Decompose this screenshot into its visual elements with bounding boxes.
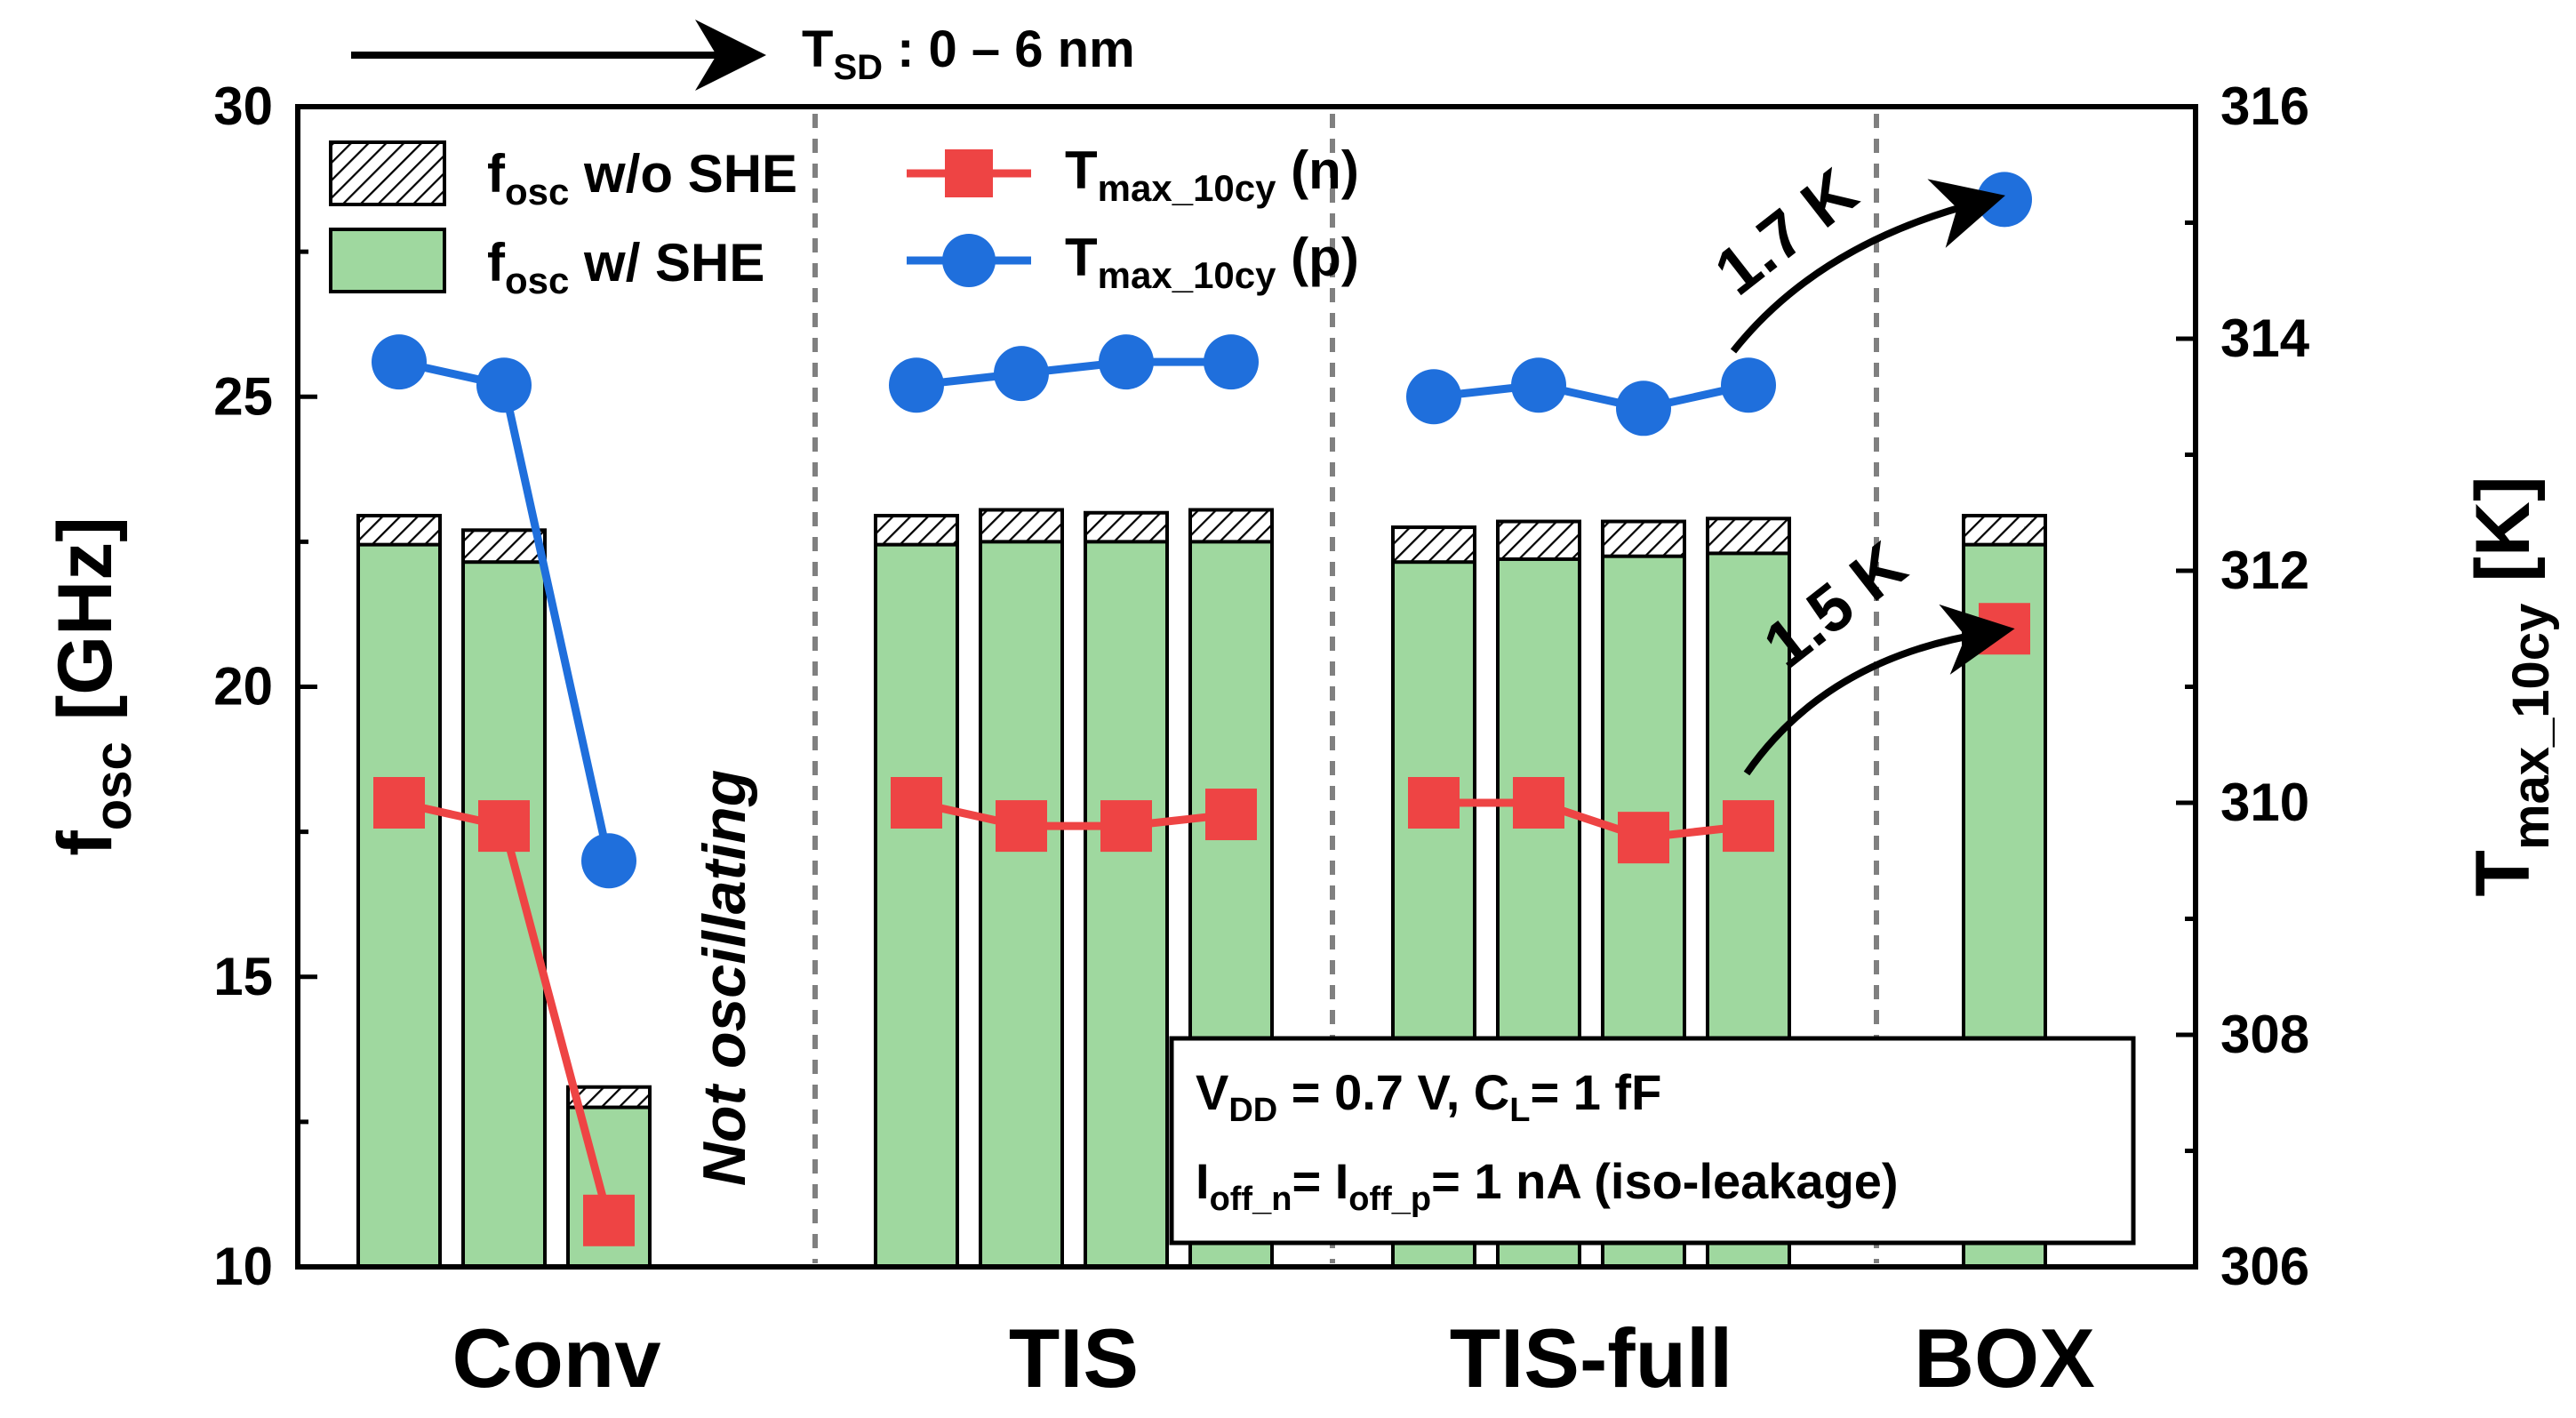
legend: fosc w/o SHE fosc w/ SHE Tmax_10cy (n) T… (329, 140, 1359, 301)
group-label: TIS-full (1450, 1311, 1733, 1405)
conditions-line-2: Ioff_n= Ioff_p= 1 nA (iso-leakage) (1196, 1153, 1899, 1218)
delta-p-label: 1.7 K (1701, 154, 1870, 308)
marker-n (1205, 789, 1257, 841)
left-tick-label: 20 (213, 657, 273, 717)
delta-n-arrow (1743, 604, 2015, 776)
series-line-n (916, 798, 1232, 830)
tsd-label: TSD : 0 – 6 nm (802, 20, 1135, 87)
marker-p (1977, 172, 2032, 228)
marker-p (994, 346, 1049, 402)
legend-label-red: Tmax_10cy (n) (1065, 140, 1359, 209)
marker-n (891, 777, 942, 829)
left-tick-label: 15 (213, 947, 273, 1006)
marker-n (478, 800, 530, 853)
line-layer (372, 172, 2032, 1246)
marker-n (1979, 603, 2030, 655)
marker-p (889, 357, 944, 413)
left-tick-label: 25 (213, 366, 273, 426)
marker-p (1616, 381, 1671, 437)
bar-w-she (356, 542, 442, 1269)
marker-p (1721, 357, 1776, 413)
delta-p-arrow (1730, 179, 2005, 354)
marker-n (1100, 800, 1152, 853)
marker-p (1406, 369, 1461, 425)
conditions-frame (1169, 1036, 2136, 1246)
group-label: Conv (452, 1311, 661, 1405)
right-axis: 306 308 310 312 314 316 (2176, 76, 2310, 1296)
legend-label-green: fosc w/ SHE (487, 233, 764, 301)
marker-n (1408, 777, 1460, 829)
marker-n (1723, 800, 1774, 853)
bar-w-she (1084, 540, 1169, 1269)
bar-w-she (979, 540, 1064, 1269)
marker-p (1099, 334, 1154, 390)
right-tick-label: 312 (2220, 541, 2309, 600)
marker-p (1204, 334, 1259, 390)
series-line-p (916, 357, 1231, 389)
marker-n (1618, 812, 1669, 864)
right-axis-title: Tmax_10cy [K] (2460, 476, 2560, 896)
marker-n (583, 1194, 635, 1246)
marker-p (476, 357, 532, 413)
legend-swatch-green (329, 228, 446, 293)
group-label: BOX (1914, 1311, 2095, 1405)
bar-w-she (874, 542, 959, 1269)
legend-label-hatched: fosc w/o SHE (487, 144, 797, 212)
legend-marker-circle (942, 234, 996, 287)
left-axis-title: fosc [GHz] (43, 517, 142, 856)
marker-n (1513, 777, 1564, 829)
bar-w-she (461, 560, 547, 1269)
conditions-box: VDD = 0.7 V, CL= 1 fF Ioff_n= Ioff_p= 1 … (1169, 1036, 2136, 1246)
not-oscillating-label: Not oscillating (691, 770, 758, 1186)
x-axis-labels: Conv TIS TIS-full BOX (452, 1311, 2095, 1405)
legend-label-blue: Tmax_10cy (p) (1065, 228, 1359, 296)
right-tick-label: 314 (2220, 308, 2310, 368)
legend-marker-square (945, 149, 993, 197)
right-tick-label: 310 (2220, 773, 2309, 832)
conditions-line-1: VDD = 0.7 V, CL= 1 fF (1196, 1064, 1661, 1129)
right-tick-label: 316 (2220, 76, 2309, 136)
marker-p (372, 334, 427, 390)
marker-p (1511, 357, 1566, 413)
group-label: TIS (1009, 1311, 1139, 1405)
marker-n (373, 777, 425, 829)
right-tick-label: 306 (2220, 1237, 2309, 1296)
series-line-n (1434, 798, 1749, 842)
right-tick-label: 308 (2220, 1005, 2309, 1064)
series-line-p (1433, 381, 1749, 413)
marker-n (996, 800, 1047, 853)
left-axis: 10 15 20 25 30 (213, 76, 317, 1296)
legend-swatch-hatched (329, 140, 446, 206)
marker-p (581, 833, 636, 889)
left-tick-label: 30 (213, 76, 273, 136)
left-tick-label: 10 (213, 1237, 273, 1296)
